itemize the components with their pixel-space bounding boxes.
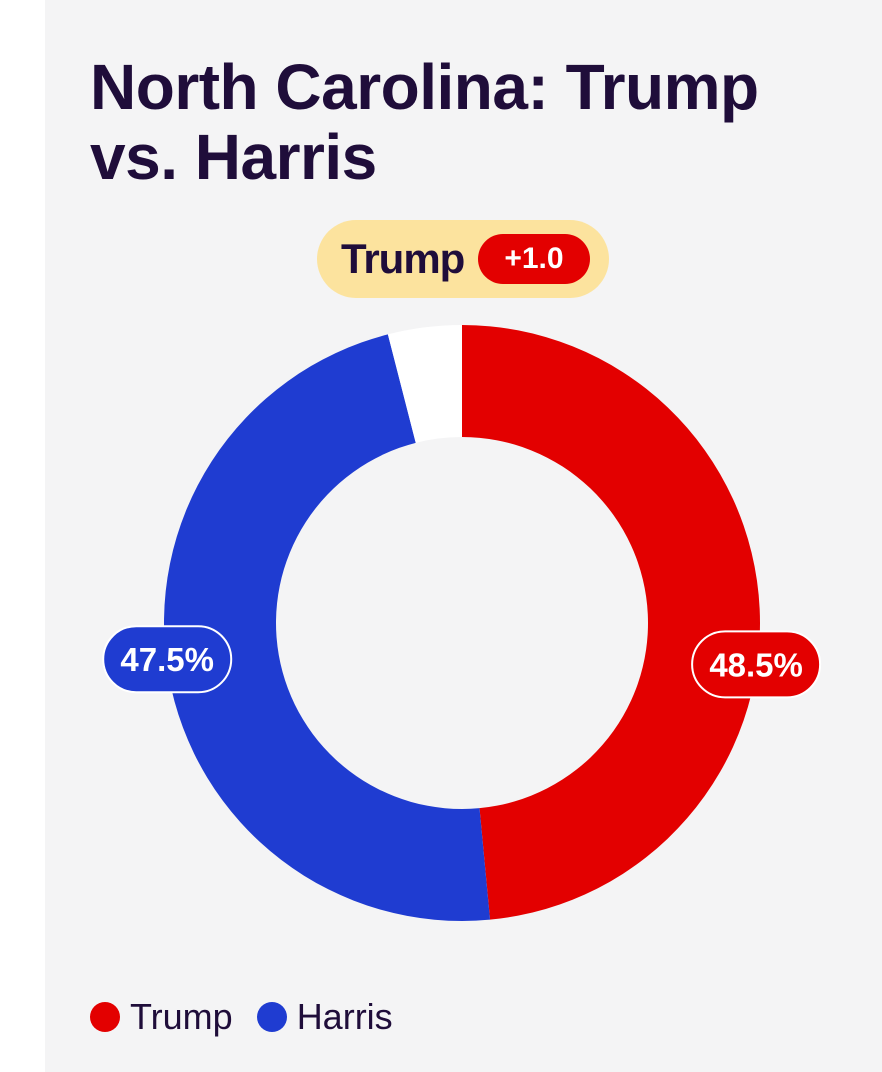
- legend-dot-trump: [90, 1002, 120, 1032]
- margin-badge: +1.0: [478, 234, 590, 284]
- legend: Trump Harris: [90, 996, 417, 1038]
- donut-slice-harris: [163, 334, 491, 922]
- legend-item-trump: Trump: [90, 996, 233, 1038]
- legend-label-trump: Trump: [130, 996, 233, 1037]
- chart-title: North Carolina: Trump vs. Harris: [90, 51, 759, 193]
- donut-slice-remainder: [387, 325, 462, 443]
- legend-label-harris: Harris: [296, 996, 393, 1037]
- donut-chart: 48.5% 47.5%: [102, 325, 822, 922]
- donut-slice-trump: [462, 325, 761, 920]
- data-label-text-harris: 47.5%: [120, 641, 214, 678]
- leader-indicator: Trump +1.0: [317, 220, 609, 298]
- chart-card: North Carolina: Trump vs. Harris Trump +…: [45, 0, 882, 1072]
- data-label-text-trump: 48.5%: [709, 646, 803, 683]
- leader-name: Trump: [341, 235, 465, 282]
- legend-item-harris: Harris: [256, 996, 393, 1038]
- data-label-bg-harris: [102, 625, 233, 694]
- data-label-trump: 48.5%: [691, 630, 822, 699]
- data-label-harris: 47.5%: [102, 625, 233, 694]
- data-label-bg-trump: [691, 630, 822, 699]
- legend-dot-harris: [256, 1002, 287, 1032]
